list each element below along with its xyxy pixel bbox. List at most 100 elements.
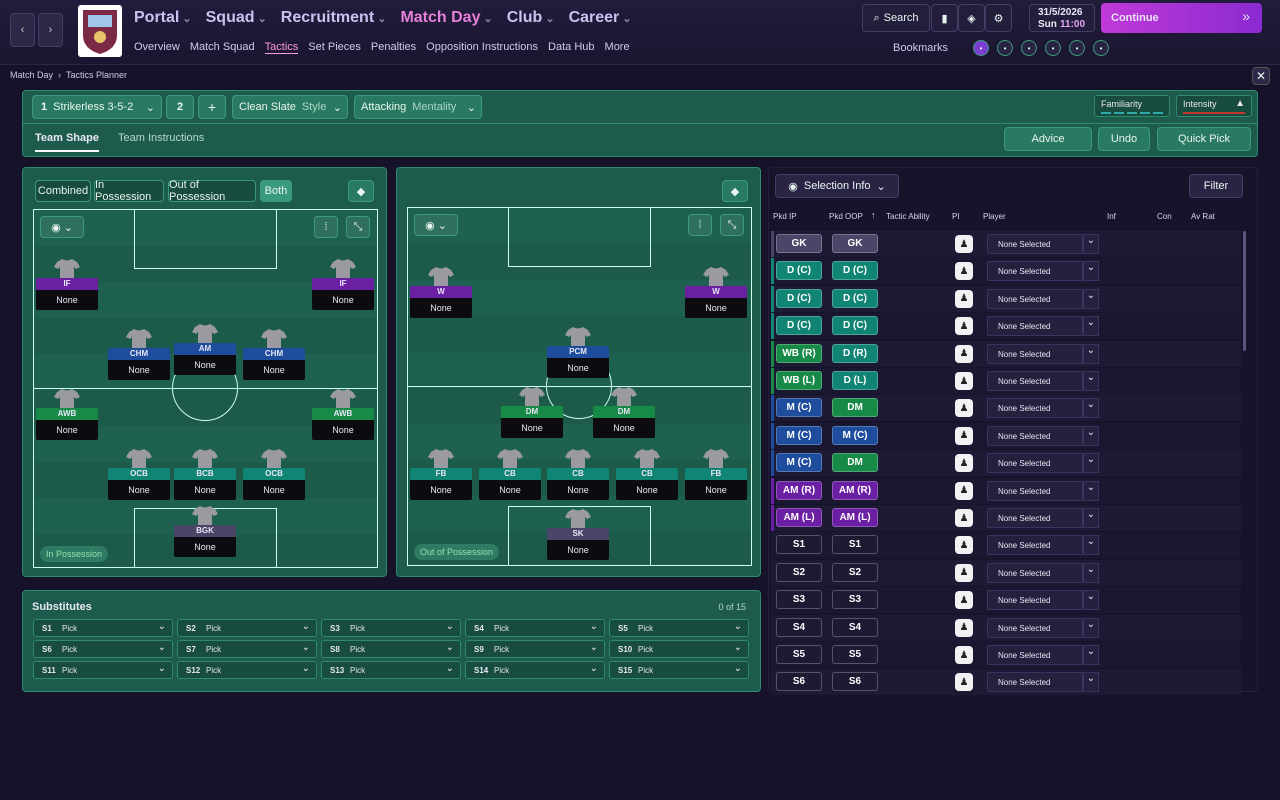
oop-chip[interactable]: D (L) <box>832 371 878 390</box>
oop-chip[interactable]: DM <box>832 398 878 418</box>
dropdown-toggle[interactable]: ⌄ <box>1083 480 1099 501</box>
substitute-slot[interactable]: S3 Pick ⌄ <box>321 619 461 637</box>
substitute-slot[interactable]: S10 Pick ⌄ <box>609 640 749 658</box>
oop-chip[interactable]: D (C) <box>832 316 878 336</box>
substitute-slot[interactable]: S9 Pick ⌄ <box>465 640 605 658</box>
dropdown-toggle[interactable]: ⌄ <box>1083 234 1099 254</box>
pi-button[interactable]: ♟ <box>955 454 973 473</box>
substitute-slot[interactable]: S14 Pick ⌄ <box>465 661 605 679</box>
player-dropdown[interactable]: None Selected <box>987 672 1083 693</box>
close-button[interactable]: ✕ <box>1252 67 1270 85</box>
player-dropdown[interactable]: None Selected <box>987 480 1083 501</box>
player-card[interactable]: DM None <box>501 386 563 442</box>
player-card[interactable]: AWB None <box>36 388 98 444</box>
dropdown-toggle[interactable]: ⌄ <box>1083 371 1099 391</box>
column-header[interactable]: Player <box>983 212 1006 221</box>
tactic-selector[interactable]: 1 Strikerless 3-5-2 ⌄ <box>32 95 162 119</box>
substitute-slot[interactable]: S2 Pick ⌄ <box>177 619 317 637</box>
player-dropdown[interactable]: None Selected <box>987 617 1083 638</box>
player-card[interactable]: CHM None <box>108 328 170 384</box>
substitute-slot[interactable]: S15 Pick ⌄ <box>609 661 749 679</box>
ip-chip[interactable]: S1 <box>776 535 822 555</box>
back-button[interactable]: ‹ <box>10 13 35 47</box>
column-header[interactable]: Inf <box>1107 212 1116 221</box>
expand-button[interactable]: ⤡ <box>720 214 744 236</box>
main-menu-item[interactable]: Portal ⌄ <box>134 9 192 26</box>
pi-button[interactable]: ♟ <box>955 235 973 253</box>
club-icon[interactable]: ◈ <box>958 4 985 32</box>
oop-chip[interactable]: AM (R) <box>832 480 878 500</box>
column-header[interactable]: Av Rat <box>1191 212 1215 221</box>
ip-chip[interactable]: S2 <box>776 562 822 582</box>
main-menu-item[interactable]: Career ⌄ <box>568 9 632 26</box>
toolbar-icon[interactable]: • <box>1069 40 1085 56</box>
oop-chip[interactable]: S6 <box>832 672 878 692</box>
player-card[interactable]: FB None <box>685 448 747 504</box>
player-dropdown[interactable]: None Selected <box>987 535 1083 556</box>
tactic-slot[interactable]: 2 <box>166 95 194 119</box>
oop-chip[interactable]: S5 <box>832 645 878 664</box>
style-selector[interactable]: Clean Slate Style ⌄ <box>232 95 348 119</box>
view-button[interactable]: ◉ ⌄ <box>414 214 458 236</box>
pi-button[interactable]: ♟ <box>955 481 973 500</box>
mentality-selector[interactable]: Attacking Mentality ⌄ <box>354 95 482 119</box>
substitute-slot[interactable]: S12 Pick ⌄ <box>177 661 317 679</box>
player-card[interactable]: IF None <box>312 258 374 314</box>
player-card[interactable]: AM None <box>174 323 236 379</box>
phase-toggle[interactable]: Combined <box>35 180 91 202</box>
pi-button[interactable]: ♟ <box>955 563 973 582</box>
add-tactic-button[interactable]: + <box>198 95 226 119</box>
toolbar-icon[interactable]: • <box>973 40 989 56</box>
action-button[interactable]: Quick Pick <box>1157 127 1251 151</box>
dropdown-toggle[interactable]: ⌄ <box>1083 617 1099 638</box>
player-card[interactable]: CB None <box>616 448 678 504</box>
bookmark-icon[interactable]: ▮ <box>931 4 958 32</box>
main-menu-item[interactable]: Match Day ⌄ <box>400 9 493 26</box>
main-menu-item[interactable]: Recruitment ⌄ <box>280 9 387 26</box>
oop-chip[interactable]: D (R) <box>832 343 878 363</box>
player-card[interactable]: DM None <box>593 386 655 442</box>
pi-button[interactable]: ♟ <box>955 618 973 637</box>
player-dropdown[interactable]: None Selected <box>987 590 1083 611</box>
player-dropdown[interactable]: None Selected <box>987 645 1083 665</box>
action-button[interactable]: Undo <box>1098 127 1150 151</box>
dropdown-toggle[interactable]: ⌄ <box>1083 508 1099 528</box>
grid-button[interactable]: ⁞ <box>688 214 712 236</box>
substitute-slot[interactable]: S1 Pick ⌄ <box>33 619 173 637</box>
continue-button[interactable]: Continue » <box>1101 3 1262 33</box>
main-menu-item[interactable]: Squad ⌄ <box>205 9 267 26</box>
oop-chip[interactable]: DM <box>832 453 878 473</box>
expand-button[interactable]: ⤡ <box>346 216 370 238</box>
sub-menu-item[interactable]: Overview <box>134 41 180 53</box>
player-card[interactable]: PCM None <box>547 326 609 382</box>
ip-chip[interactable]: AM (R) <box>776 480 822 500</box>
sub-menu-item[interactable]: Data Hub <box>548 41 595 53</box>
dropdown-toggle[interactable]: ⌄ <box>1083 261 1099 282</box>
oop-chip[interactable]: M (C) <box>832 425 878 445</box>
ip-chip[interactable]: S6 <box>776 672 822 692</box>
ip-chip[interactable]: M (C) <box>776 425 822 445</box>
player-card[interactable]: SK None <box>547 508 609 564</box>
ip-chip[interactable]: S4 <box>776 617 822 637</box>
player-card[interactable]: AWB None <box>312 388 374 444</box>
club-crest[interactable] <box>78 5 122 57</box>
substitute-slot[interactable]: S11 Pick ⌄ <box>33 661 173 679</box>
player-card[interactable]: BCB None <box>174 448 236 504</box>
substitute-slot[interactable]: S4 Pick ⌄ <box>465 619 605 637</box>
pi-button[interactable]: ♟ <box>955 344 973 363</box>
breadcrumb-item[interactable]: Match Day <box>10 70 54 80</box>
phase-toggle[interactable]: Both <box>260 180 292 202</box>
settings-icon[interactable]: ⚙ <box>985 4 1012 32</box>
column-header[interactable]: Pkd OOP <box>829 212 863 221</box>
ip-chip[interactable]: GK <box>776 234 822 253</box>
dropdown-toggle[interactable]: ⌄ <box>1083 562 1099 583</box>
filter-button[interactable]: Filter <box>1189 174 1243 198</box>
substitute-slot[interactable]: S7 Pick ⌄ <box>177 640 317 658</box>
forward-button[interactable]: › <box>38 13 63 47</box>
selection-info-button[interactable]: ◉ Selection Info ⌄ <box>775 174 899 198</box>
familiarity-meter[interactable]: Familiarity <box>1094 95 1170 117</box>
ip-chip[interactable]: D (C) <box>776 261 822 281</box>
sub-menu-item[interactable]: Tactics <box>264 41 299 54</box>
dropdown-toggle[interactable]: ⌄ <box>1083 672 1099 693</box>
ip-chip[interactable]: M (C) <box>776 453 822 473</box>
